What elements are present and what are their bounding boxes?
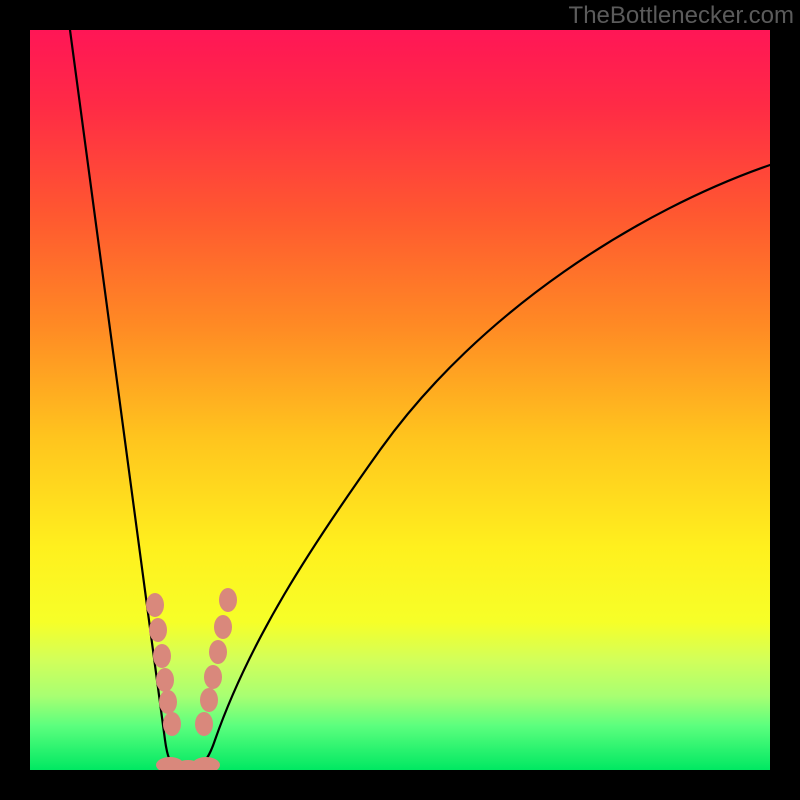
bead: [159, 690, 177, 714]
gradient-background: [30, 30, 770, 770]
bead: [214, 615, 232, 639]
bead: [146, 593, 164, 617]
bead: [153, 644, 171, 668]
bead: [163, 712, 181, 736]
bead: [200, 688, 218, 712]
bead: [209, 640, 227, 664]
bead: [195, 712, 213, 736]
bead: [149, 618, 167, 642]
bead: [156, 668, 174, 692]
bead: [219, 588, 237, 612]
chart-container: TheBottlenecker.com: [0, 0, 800, 800]
bottleneck-chart: [0, 0, 800, 800]
bead: [204, 665, 222, 689]
